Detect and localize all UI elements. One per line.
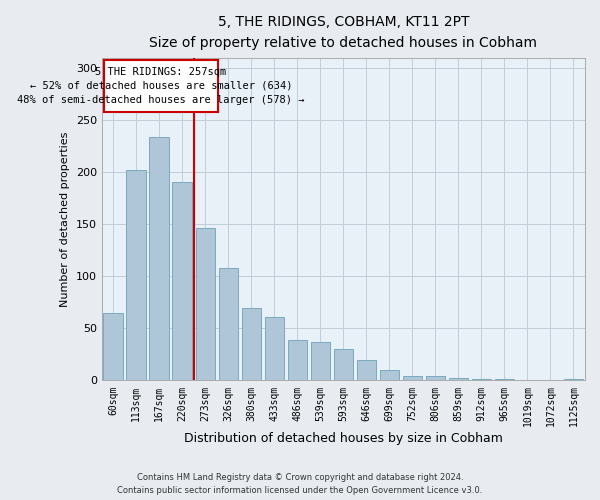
Bar xyxy=(218,268,238,380)
FancyBboxPatch shape xyxy=(104,60,218,112)
Bar xyxy=(311,342,330,380)
Bar xyxy=(103,313,123,380)
Bar xyxy=(242,308,261,380)
Bar xyxy=(356,360,376,380)
Bar xyxy=(449,378,468,380)
Bar xyxy=(265,317,284,380)
Bar xyxy=(172,182,192,380)
Title: 5, THE RIDINGS, COBHAM, KT11 2PT
Size of property relative to detached houses in: 5, THE RIDINGS, COBHAM, KT11 2PT Size of… xyxy=(149,15,538,50)
Bar xyxy=(380,370,399,380)
X-axis label: Distribution of detached houses by size in Cobham: Distribution of detached houses by size … xyxy=(184,432,503,445)
Bar xyxy=(196,228,215,380)
Bar xyxy=(149,137,169,380)
Text: 5 THE RIDINGS: 257sqm
← 52% of detached houses are smaller (634)
48% of semi-det: 5 THE RIDINGS: 257sqm ← 52% of detached … xyxy=(17,67,305,105)
Bar xyxy=(425,376,445,380)
Bar xyxy=(403,376,422,380)
Y-axis label: Number of detached properties: Number of detached properties xyxy=(60,132,70,307)
Bar xyxy=(287,340,307,380)
Bar xyxy=(127,170,146,380)
Text: Contains HM Land Registry data © Crown copyright and database right 2024.
Contai: Contains HM Land Registry data © Crown c… xyxy=(118,474,482,495)
Bar xyxy=(334,349,353,380)
